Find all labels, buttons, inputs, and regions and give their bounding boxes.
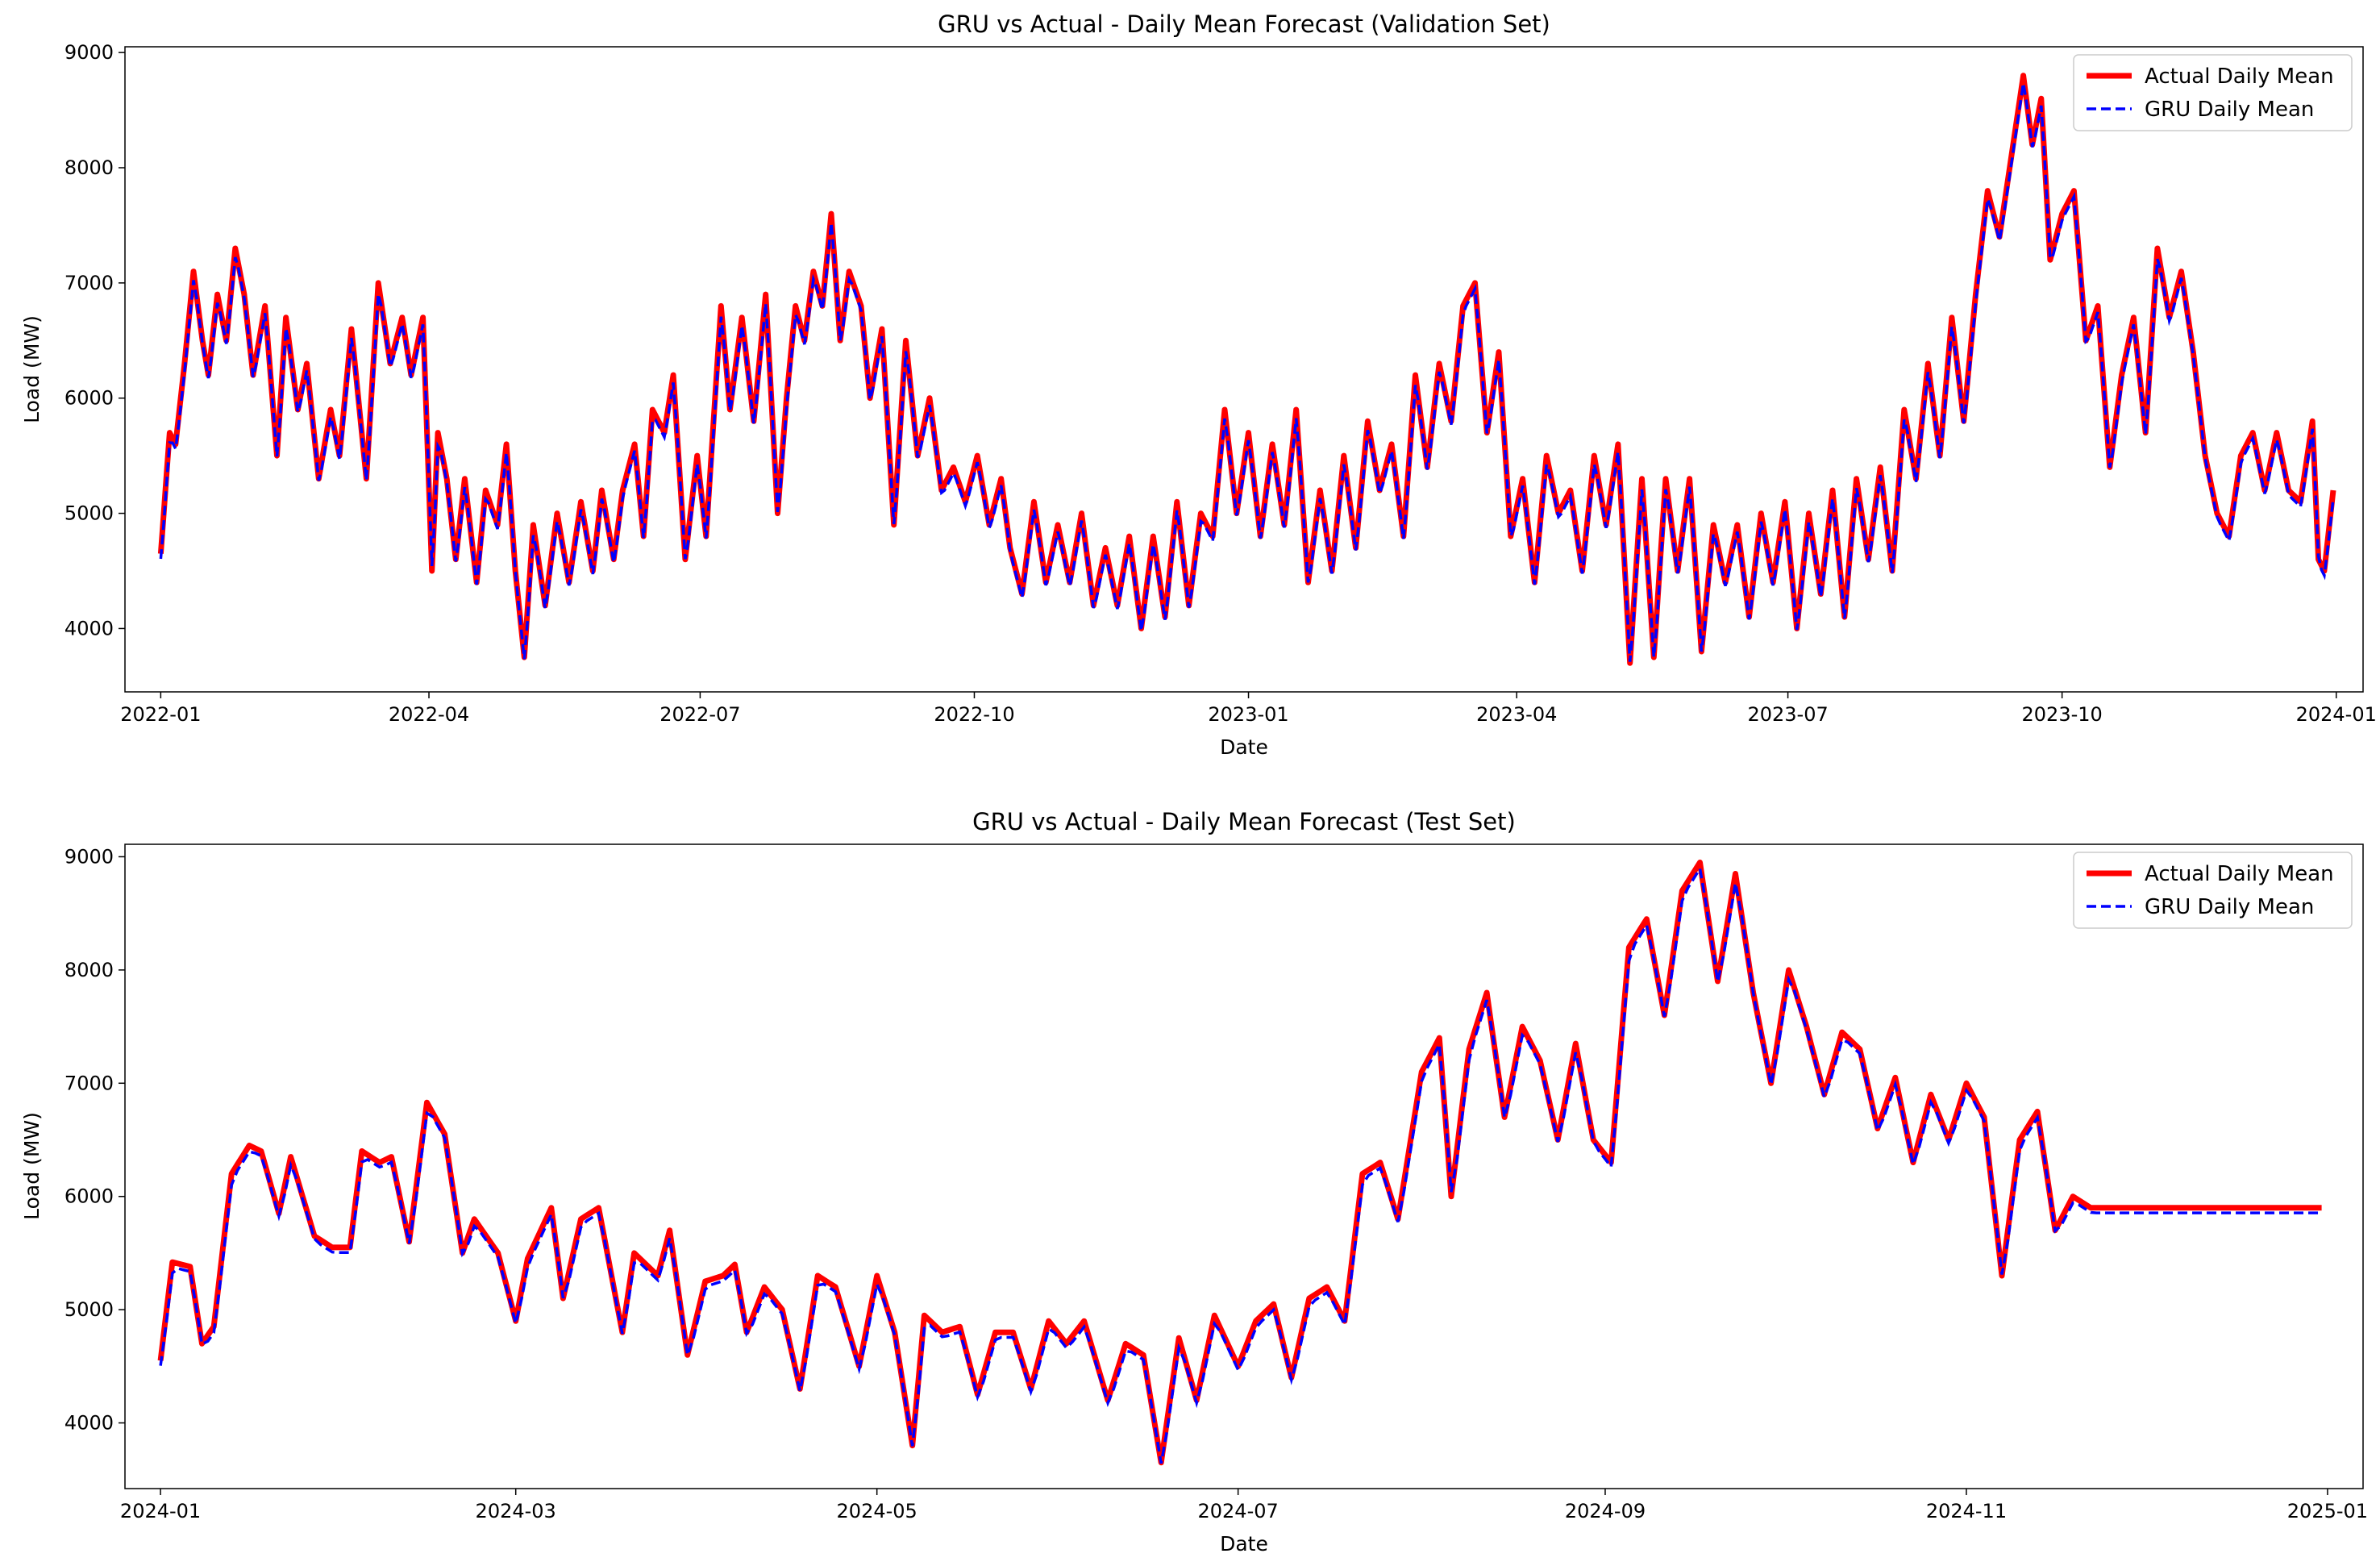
test-x-tick-label: 2024-11 xyxy=(1926,1500,2007,1522)
validation-x-tick-label: 2022-10 xyxy=(934,703,1014,726)
test-y-tick-label: 5000 xyxy=(64,1298,114,1321)
test-chart-title: GRU vs Actual - Daily Mean Forecast (Tes… xyxy=(972,808,1516,835)
legend-actual-label: Actual Daily Mean xyxy=(2145,65,2334,89)
validation-chart-title: GRU vs Actual - Daily Mean Forecast (Val… xyxy=(938,10,1550,38)
test-actual-daily-mean-line xyxy=(157,860,2322,1466)
validation-y-tick-label: 7000 xyxy=(64,272,114,294)
test-y-tick-label: 8000 xyxy=(64,959,114,981)
test-y-tick-label: 4000 xyxy=(64,1412,114,1435)
validation-x-tick-label: 2022-04 xyxy=(389,703,469,726)
test-plot-frame xyxy=(124,843,2364,1489)
validation-x-tick-label: 2022-07 xyxy=(659,703,740,726)
validation-x-tick-label: 2023-04 xyxy=(1476,703,1557,726)
test-x-tick-label: 2024-07 xyxy=(1198,1500,1279,1522)
legend-gru-label: GRU Daily Mean xyxy=(2145,98,2314,122)
test-y-axis-label: Load (MW) xyxy=(20,1112,44,1220)
validation-y-tick-label: 6000 xyxy=(64,387,114,410)
validation-y-tick-label: 5000 xyxy=(64,502,114,525)
validation-y-tick-label: 9000 xyxy=(64,41,114,64)
validation-gru-daily-mean-line xyxy=(159,82,2335,662)
test-y-tick-label: 6000 xyxy=(64,1185,114,1208)
test-x-tick-label: 2024-01 xyxy=(120,1500,201,1522)
test-chart-panel: GRU vs Actual - Daily Mean Forecast (Tes… xyxy=(20,808,2368,1556)
legend-gru-label: GRU Daily Mean xyxy=(2145,895,2314,919)
test-legend: Actual Daily Mean GRU Daily Mean xyxy=(2073,852,2353,929)
validation-y-axis-label: Load (MW) xyxy=(20,315,44,423)
validation-x-tick-label: 2023-10 xyxy=(2022,703,2103,726)
validation-legend: Actual Daily Mean GRU Daily Mean xyxy=(2073,54,2353,131)
legend-actual-label: Actual Daily Mean xyxy=(2145,862,2334,886)
test-x-tick-label: 2024-03 xyxy=(476,1500,556,1522)
validation-chart-panel: GRU vs Actual - Daily Mean Forecast (Val… xyxy=(20,10,2377,759)
validation-x-tick-label: 2022-01 xyxy=(120,703,201,726)
validation-x-tick-label: 2024-01 xyxy=(2296,703,2377,726)
validation-y-tick-label: 4000 xyxy=(64,617,114,639)
validation-x-axis-label: Date xyxy=(1220,735,1268,759)
test-x-tick-label: 2024-05 xyxy=(837,1500,917,1522)
validation-plot-frame xyxy=(124,46,2364,693)
test-x-tick-label: 2025-01 xyxy=(2287,1500,2368,1522)
test-x-tick-label: 2024-09 xyxy=(1565,1500,1646,1522)
test-y-tick-label: 9000 xyxy=(64,845,114,868)
test-gru-daily-mean-line xyxy=(159,864,2322,1464)
validation-y-tick-label: 8000 xyxy=(64,156,114,179)
test-x-axis-label: Date xyxy=(1220,1532,1268,1556)
test-y-tick-label: 7000 xyxy=(64,1072,114,1094)
validation-x-tick-label: 2023-07 xyxy=(1747,703,1828,726)
validation-x-tick-label: 2023-01 xyxy=(1208,703,1288,726)
